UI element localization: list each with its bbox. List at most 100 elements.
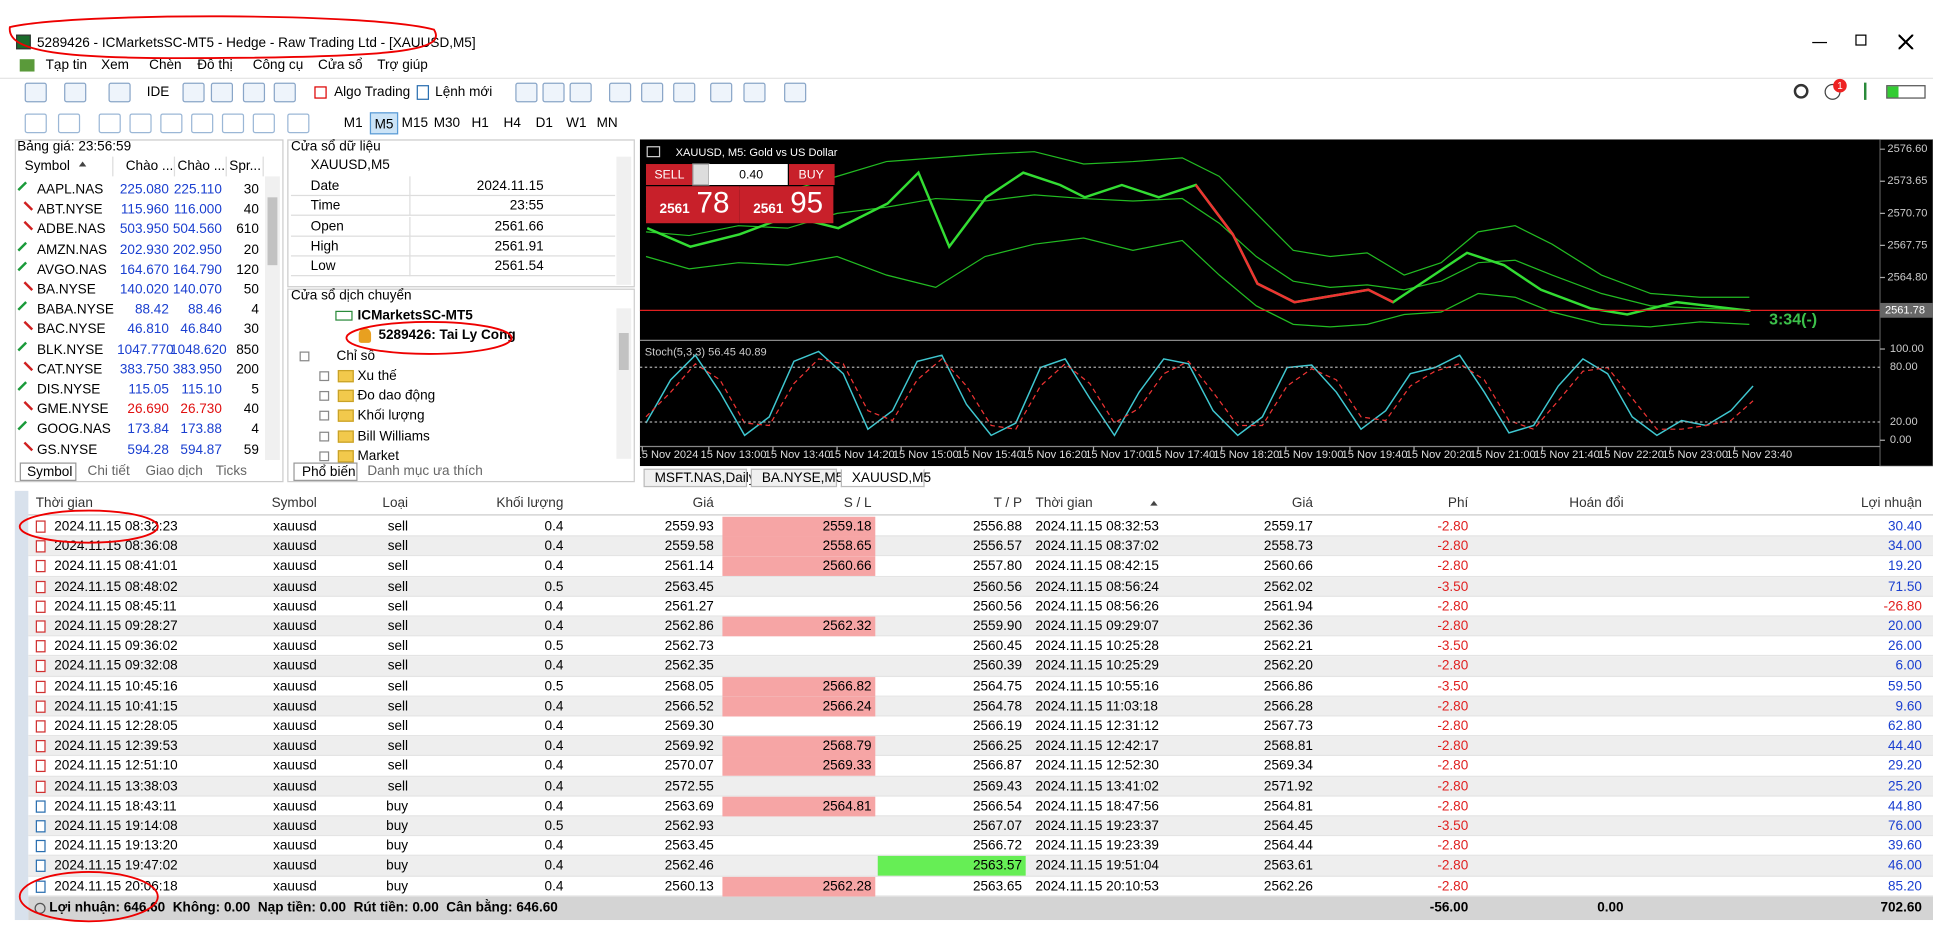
panel-tab[interactable]: Ticks (215, 463, 247, 479)
x-tick-label: 15 Nov 14:20 (829, 449, 895, 461)
tree-expander (319, 431, 330, 442)
toolbar-button[interactable] (210, 82, 233, 103)
menu-item[interactable]: Trợ giúp (377, 57, 428, 73)
panel-tab[interactable]: Symbol (19, 462, 77, 481)
panel-tab[interactable]: Phổ biến (293, 462, 358, 481)
ask-price: 173.88 (180, 422, 222, 438)
timeframe-button[interactable]: M1 (343, 115, 363, 131)
restore-button[interactable] (1855, 34, 1867, 46)
search-button[interactable] (1793, 83, 1809, 99)
close-time: 2024.11.15 10:25:28 (1035, 639, 1159, 654)
take-profit: 2566.87 (972, 758, 1022, 774)
panel-tab[interactable]: Danh mục ưa thích (367, 463, 483, 479)
toolbar-button[interactable] (64, 82, 87, 103)
drawing-tool[interactable] (160, 113, 183, 134)
stop-loss (722, 637, 875, 657)
drawing-tool[interactable] (287, 113, 310, 134)
order-icon (35, 680, 46, 693)
total-swap: 0.00 (1597, 900, 1624, 916)
column-header: Giá (692, 495, 714, 511)
open-time: 2024.11.15 08:36:08 (54, 539, 178, 554)
symbol: xauusd (273, 659, 317, 674)
timeframe-button[interactable]: MN (596, 115, 618, 131)
timeframe-button[interactable]: W1 (566, 115, 587, 131)
scrollbar (616, 156, 632, 285)
chart-tab[interactable]: XAUUSD,M5 (840, 468, 931, 488)
notification-badge: 1 (1833, 78, 1847, 93)
menu-item[interactable]: Công cụ (252, 57, 304, 73)
spread: 610 (236, 222, 259, 238)
toolbar-button[interactable] (784, 82, 807, 103)
profit: 85.20 (1887, 878, 1922, 894)
toolbar-button[interactable] (673, 82, 696, 103)
menu-item[interactable]: Tạp tin (45, 57, 88, 73)
drawing-tool[interactable] (129, 113, 152, 134)
timeframe-button[interactable]: M5 (369, 112, 399, 135)
menu-item[interactable]: Đồ thị (197, 57, 233, 73)
new-order-button[interactable]: Lệnh mới (435, 85, 493, 100)
close-button[interactable] (1898, 34, 1914, 50)
toolbar-button[interactable] (542, 82, 565, 103)
symbol: BA.NYSE (36, 282, 96, 298)
panel-tab[interactable]: Chi tiết (87, 463, 130, 479)
algo-trading-button[interactable]: Algo Trading (334, 85, 411, 100)
timeframe-button[interactable]: M15 (401, 115, 429, 131)
volume: 0.4 (544, 738, 564, 754)
toolbar-button[interactable] (108, 82, 131, 103)
profit: 34.00 (1887, 539, 1922, 554)
toolbar-button[interactable] (569, 82, 592, 103)
toolbar-button[interactable] (743, 82, 766, 103)
timeframe-button[interactable]: D1 (535, 115, 553, 131)
table-left-strip (14, 490, 29, 921)
chart-tab[interactable]: BA.NYSE,M5 (750, 468, 843, 488)
buy-price-small: 95 (790, 187, 823, 220)
take-profit: 2556.88 (972, 519, 1022, 535)
drawing-tool[interactable] (98, 113, 121, 134)
close-time: 2024.11.15 12:31:12 (1035, 719, 1159, 734)
timeframe-button[interactable]: H4 (503, 115, 521, 131)
toolbar-button[interactable] (273, 82, 296, 103)
column-header: S / L (843, 495, 872, 511)
drawing-tool[interactable] (221, 113, 245, 134)
toolbar-button[interactable] (609, 82, 632, 103)
order-icon (35, 720, 46, 733)
fee: -2.80 (1437, 738, 1469, 754)
panel-tab[interactable]: Giao dịch (145, 463, 203, 479)
chart-tab[interactable]: MSFT.NAS,Daily (643, 468, 756, 488)
order-type: sell (387, 699, 409, 714)
drawing-tool[interactable] (252, 113, 275, 134)
menu-item[interactable]: Chèn (149, 57, 182, 73)
folder-icon (337, 449, 354, 463)
toolbar-button[interactable] (710, 82, 733, 103)
open-price: 2562.93 (664, 818, 714, 834)
symbol: DIS.NYSE (36, 382, 101, 398)
stop-loss (722, 577, 875, 597)
menu-item[interactable]: Cửa sổ (318, 57, 363, 73)
timeframe-button[interactable]: M30 (433, 115, 461, 131)
fee: -2.80 (1437, 599, 1469, 614)
drawing-tool[interactable] (191, 113, 214, 134)
toolbar-button[interactable] (242, 82, 266, 103)
toolbar-button[interactable] (182, 82, 205, 103)
toolbar-button[interactable] (641, 82, 664, 103)
toolbar-button[interactable]: IDE (146, 85, 170, 100)
symbol: ADBE.NAS (36, 222, 106, 238)
menu-item[interactable]: Xem (101, 57, 129, 73)
minimize-button[interactable] (1812, 35, 1828, 44)
toolbar-button[interactable] (24, 82, 47, 103)
tree-node: Khối lượng (357, 408, 425, 424)
open-time: 2024.11.15 08:48:02 (54, 579, 178, 594)
close-time: 2024.11.15 19:23:37 (1035, 818, 1159, 834)
table-row (28, 636, 1933, 657)
order-icon (35, 800, 46, 813)
timeframe-button[interactable]: H1 (471, 115, 489, 131)
symbol: xauusd (273, 699, 317, 714)
current-price-label: 2561.78 (1885, 304, 1925, 316)
drawing-tool[interactable] (24, 113, 47, 134)
order-type: sell (387, 778, 409, 794)
countdown: 3:34(-) (1769, 310, 1817, 328)
drawing-tool[interactable] (57, 113, 81, 134)
close-time: 2024.11.15 19:23:39 (1035, 838, 1159, 854)
toolbar-button[interactable] (515, 82, 538, 103)
